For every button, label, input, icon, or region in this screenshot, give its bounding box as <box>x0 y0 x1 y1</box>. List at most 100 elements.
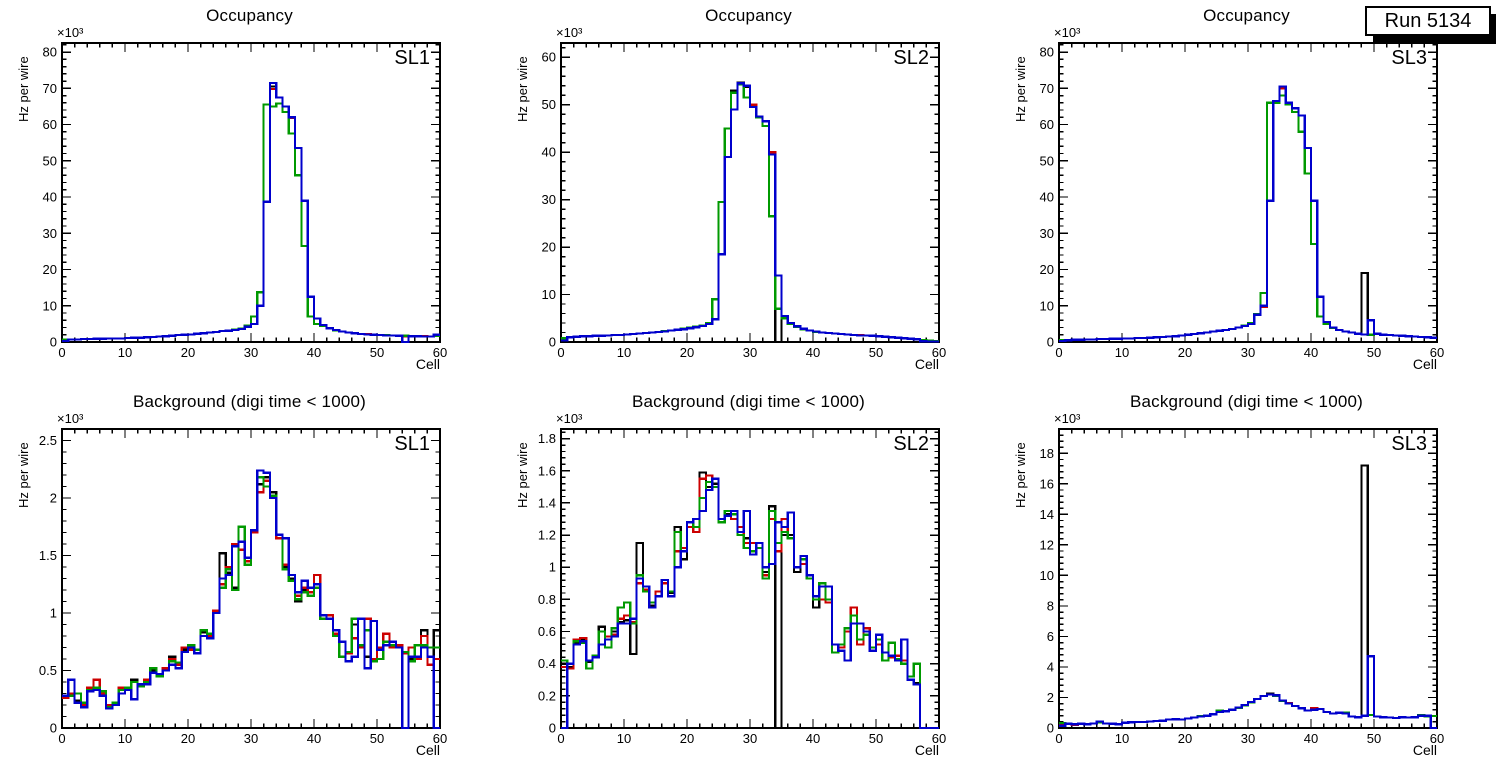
svg-text:0: 0 <box>549 335 556 350</box>
svg-text:0: 0 <box>557 345 564 360</box>
svg-text:4: 4 <box>1047 659 1054 674</box>
svg-text:50: 50 <box>1367 345 1381 360</box>
histogram-plot-background-sl3: 0 10 20 30 40 50 60 0 2 4 6 8 10 12 14 16 18 <box>1040 428 1444 746</box>
svg-text:50: 50 <box>542 97 556 112</box>
x-axis-title: Cell <box>1412 356 1437 372</box>
svg-text:60: 60 <box>1040 117 1054 132</box>
x-axis-title: Cell <box>1412 742 1437 758</box>
svg-text:30: 30 <box>743 731 757 746</box>
svg-text:70: 70 <box>1040 81 1054 96</box>
svg-text:0.6: 0.6 <box>538 624 556 639</box>
y-axis-title: Hz per wire <box>16 56 31 122</box>
y-axis-title: Hz per wire <box>515 56 530 122</box>
svg-text:60: 60 <box>1430 731 1444 746</box>
plot-title: Occupancy <box>1203 6 1290 25</box>
svg-text:1.8: 1.8 <box>538 431 556 446</box>
plot-title: Background (digi time < 1000) <box>1129 392 1364 411</box>
svg-text:12: 12 <box>1040 537 1054 552</box>
plot-title: Occupancy <box>705 6 792 25</box>
svg-text:30: 30 <box>244 731 258 746</box>
y-axis-scale-exponent: ×10³ <box>57 25 84 40</box>
svg-text:60: 60 <box>43 117 57 132</box>
svg-text:30: 30 <box>1241 345 1255 360</box>
x-axis-title: Cell <box>914 742 939 758</box>
svg-text:30: 30 <box>43 226 57 241</box>
x-axis-title: Cell <box>415 742 440 758</box>
svg-text:1.2: 1.2 <box>538 528 556 543</box>
svg-text:10: 10 <box>1115 731 1129 746</box>
svg-text:50: 50 <box>1040 153 1054 168</box>
pad-label-sl3: SL3 <box>1391 433 1427 455</box>
y-axis-scale-exponent: ×10³ <box>556 411 583 426</box>
y-axis-scale-exponent: ×10³ <box>1054 411 1081 426</box>
svg-text:20: 20 <box>181 345 195 360</box>
svg-text:0: 0 <box>1055 345 1062 360</box>
svg-text:20: 20 <box>680 731 694 746</box>
svg-text:10: 10 <box>118 731 132 746</box>
x-axis-title: Cell <box>415 356 440 372</box>
histogram-plot-occupancy-sl1: 0 10 20 30 40 50 60 0 10 20 30 40 50 60 70 80 <box>43 42 447 360</box>
svg-text:10: 10 <box>43 298 57 313</box>
svg-text:0: 0 <box>58 731 65 746</box>
svg-text:60: 60 <box>1430 345 1444 360</box>
svg-text:60: 60 <box>542 50 556 65</box>
plot-title: Background (digi time < 1000) <box>132 392 367 411</box>
svg-text:50: 50 <box>370 731 384 746</box>
svg-text:60: 60 <box>433 345 447 360</box>
histogram-plot-occupancy-sl2: 0 10 20 30 40 50 60 0 10 20 30 40 50 60 <box>542 42 946 360</box>
svg-text:40: 40 <box>806 731 820 746</box>
svg-text:1.6: 1.6 <box>538 463 556 478</box>
svg-text:1.5: 1.5 <box>39 548 57 563</box>
y-axis-title: Hz per wire <box>515 442 530 508</box>
svg-text:40: 40 <box>1304 345 1318 360</box>
histogram-plot-occupancy-sl3: 0 10 20 30 40 50 60 0 10 20 30 40 50 60 70 80 <box>1040 42 1444 360</box>
svg-text:30: 30 <box>542 192 556 207</box>
svg-text:10: 10 <box>1115 345 1129 360</box>
pad-background-sl2: 0 10 20 30 40 50 60 0 0.2 0.4 0.6 0.8 1 1.2 1.4 1.6 1.8 … <box>499 386 998 772</box>
svg-text:10: 10 <box>617 731 631 746</box>
svg-text:0: 0 <box>58 345 65 360</box>
pad-background-sl1: 0 10 20 30 40 50 60 0 0.5 1 1.5 2 2.5 Background (di… <box>0 386 499 772</box>
pad-occupancy-sl3: 0 10 20 30 40 50 60 0 10 20 30 40 50 60 70 80 Occupancy… <box>997 0 1496 386</box>
svg-text:2: 2 <box>50 491 57 506</box>
svg-text:10: 10 <box>617 345 631 360</box>
histogram-plot-background-sl1: 0 10 20 30 40 50 60 0 0.5 1 1.5 2 2.5 <box>39 428 447 746</box>
svg-text:60: 60 <box>433 731 447 746</box>
svg-text:0: 0 <box>50 721 57 736</box>
svg-text:0.5: 0.5 <box>39 663 57 678</box>
svg-text:0: 0 <box>50 335 57 350</box>
pad-label-sl2: SL2 <box>893 47 929 69</box>
svg-text:20: 20 <box>680 345 694 360</box>
pad-label-sl1: SL1 <box>394 47 430 69</box>
svg-text:2: 2 <box>1047 690 1054 705</box>
svg-text:20: 20 <box>43 262 57 277</box>
pad-occupancy-sl1: 0 10 20 30 40 50 60 0 10 20 30 40 50 60 70 80 Occupancy… <box>0 0 499 386</box>
plot-title: Occupancy <box>206 6 293 25</box>
svg-text:0.2: 0.2 <box>538 688 556 703</box>
svg-text:10: 10 <box>1040 568 1054 583</box>
svg-text:6: 6 <box>1047 629 1054 644</box>
svg-text:50: 50 <box>43 153 57 168</box>
svg-text:40: 40 <box>307 345 321 360</box>
svg-text:30: 30 <box>743 345 757 360</box>
svg-text:0: 0 <box>557 731 564 746</box>
svg-text:30: 30 <box>244 345 258 360</box>
svg-text:70: 70 <box>43 81 57 96</box>
svg-text:20: 20 <box>1178 345 1192 360</box>
svg-text:0.8: 0.8 <box>538 592 556 607</box>
svg-text:1: 1 <box>549 560 556 575</box>
svg-text:50: 50 <box>1367 731 1381 746</box>
run-number-label: Run 5134 <box>1365 6 1491 36</box>
svg-text:10: 10 <box>1040 298 1054 313</box>
svg-text:50: 50 <box>869 345 883 360</box>
svg-text:2.5: 2.5 <box>39 433 57 448</box>
svg-text:60: 60 <box>932 345 946 360</box>
svg-text:1: 1 <box>50 606 57 621</box>
svg-text:20: 20 <box>181 731 195 746</box>
pad-occupancy-sl2: 0 10 20 30 40 50 60 0 10 20 30 40 50 60 Occupancy Hz … <box>499 0 998 386</box>
svg-text:40: 40 <box>542 145 556 160</box>
pad-label-sl3: SL3 <box>1391 47 1427 69</box>
svg-text:10: 10 <box>118 345 132 360</box>
svg-text:40: 40 <box>1040 190 1054 205</box>
y-axis-title: Hz per wire <box>1013 442 1028 508</box>
